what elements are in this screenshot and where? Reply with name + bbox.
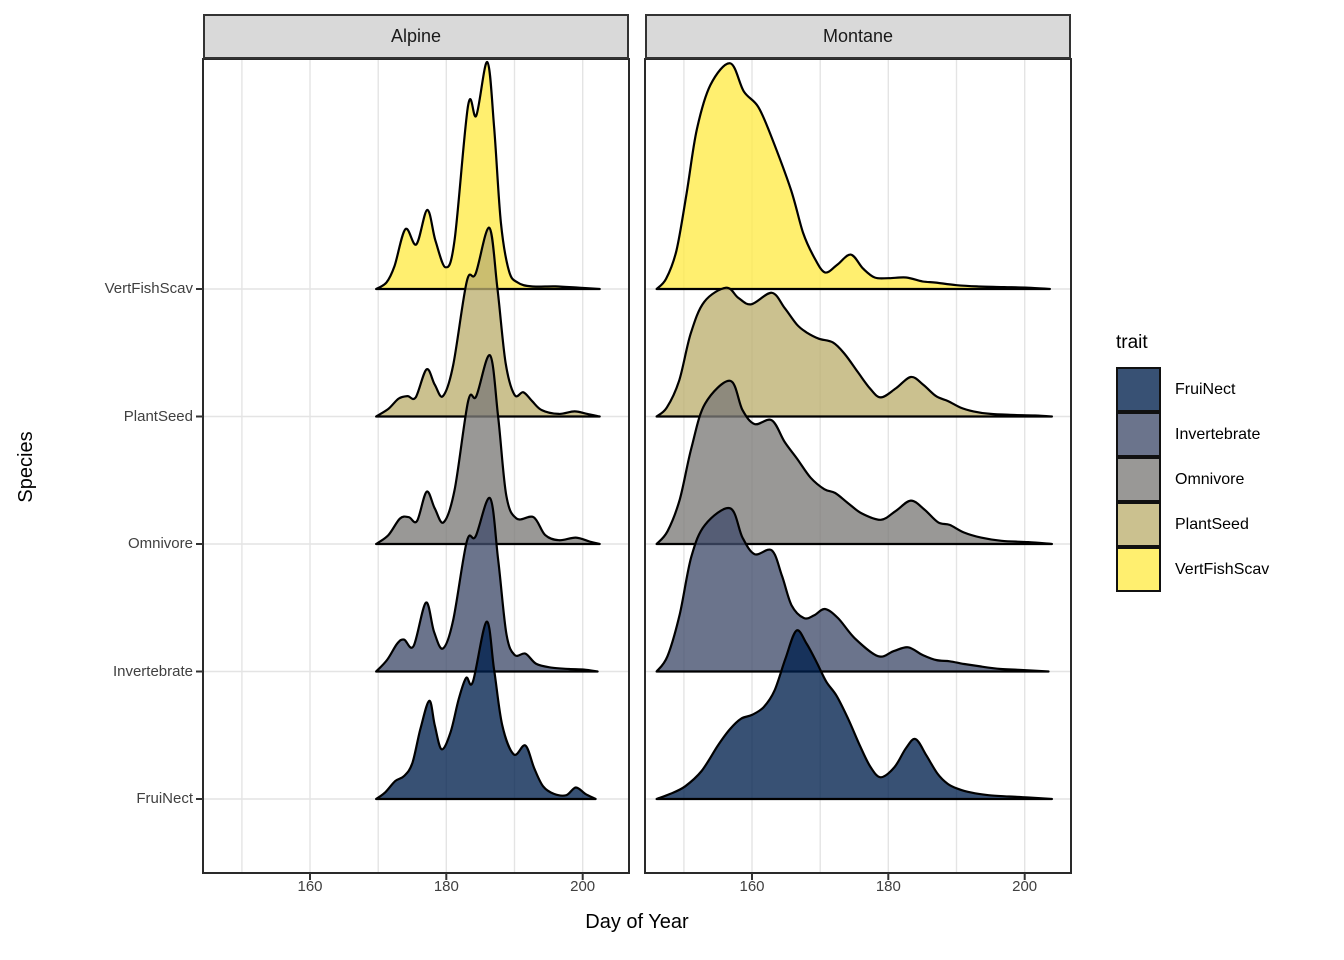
ridge-montane-invertebrate	[655, 506, 1050, 673]
y-tick-label: Omnivore	[127, 535, 193, 552]
x-tick-label: 160	[739, 878, 765, 895]
legend-label: VertFishScav	[1175, 560, 1270, 578]
facet-strip-alpine: Alpine	[203, 14, 629, 59]
legend-label: Omnivore	[1175, 470, 1245, 488]
ridge-alpine-omnivore	[375, 354, 601, 546]
legend-key-swatch	[1116, 547, 1161, 592]
legend-entry: Omnivore	[1116, 457, 1269, 502]
legend-key-swatch	[1116, 457, 1161, 502]
legend: trait FruiNect Invertebrate Omnivore PlantS…	[1116, 332, 1269, 592]
legend-label: Invertebrate	[1175, 425, 1261, 443]
legend-label: FruiNect	[1175, 380, 1236, 398]
panel-border	[644, 58, 1072, 874]
ridge-montane-fruinect	[655, 629, 1053, 801]
facet-strip-montane: Montane	[645, 14, 1071, 59]
ridge-montane-plantseed	[655, 286, 1053, 418]
legend-label: PlantSeed	[1175, 515, 1249, 533]
x-tick-label: 160	[297, 878, 323, 895]
legend-key-swatch	[1116, 412, 1161, 457]
ridge-montane-vertfishscav	[655, 62, 1051, 291]
legend-key-swatch	[1116, 367, 1161, 412]
ridge-alpine-fruinect	[375, 620, 597, 801]
x-tick-label: 180	[875, 878, 901, 895]
legend-entry: VertFishScav	[1116, 547, 1269, 592]
legend-entries: FruiNect Invertebrate Omnivore PlantSeed Ver…	[1116, 367, 1269, 592]
x-axis-title: Day of Year	[585, 911, 689, 933]
y-tick-label: PlantSeed	[123, 407, 193, 425]
x-tick-label: 200	[570, 878, 596, 895]
legend-key-swatch	[1116, 502, 1161, 547]
legend-entry: Invertebrate	[1116, 412, 1269, 457]
facet-strip-label: Alpine	[390, 26, 442, 46]
legend-entry: PlantSeed	[1116, 502, 1269, 547]
y-tick-label: FruiNect	[136, 790, 193, 807]
ridge-alpine-invertebrate	[375, 496, 599, 673]
ridge-alpine-vertfishscav	[375, 60, 601, 291]
legend-entry: FruiNect	[1116, 367, 1269, 412]
ridge-alpine-plantseed	[375, 226, 601, 418]
panel-border	[202, 58, 630, 874]
legend-title: trait	[1116, 332, 1148, 353]
y-tick-label: VertFishScav	[104, 280, 193, 297]
facet-strip-label: Montane	[822, 26, 894, 46]
ridge-montane-omnivore	[655, 379, 1053, 546]
y-tick-label: Invertebrate	[112, 662, 193, 680]
y-axis-title: Species	[15, 431, 37, 503]
x-tick-label: 200	[1012, 878, 1038, 895]
x-tick-label: 180	[433, 878, 459, 895]
